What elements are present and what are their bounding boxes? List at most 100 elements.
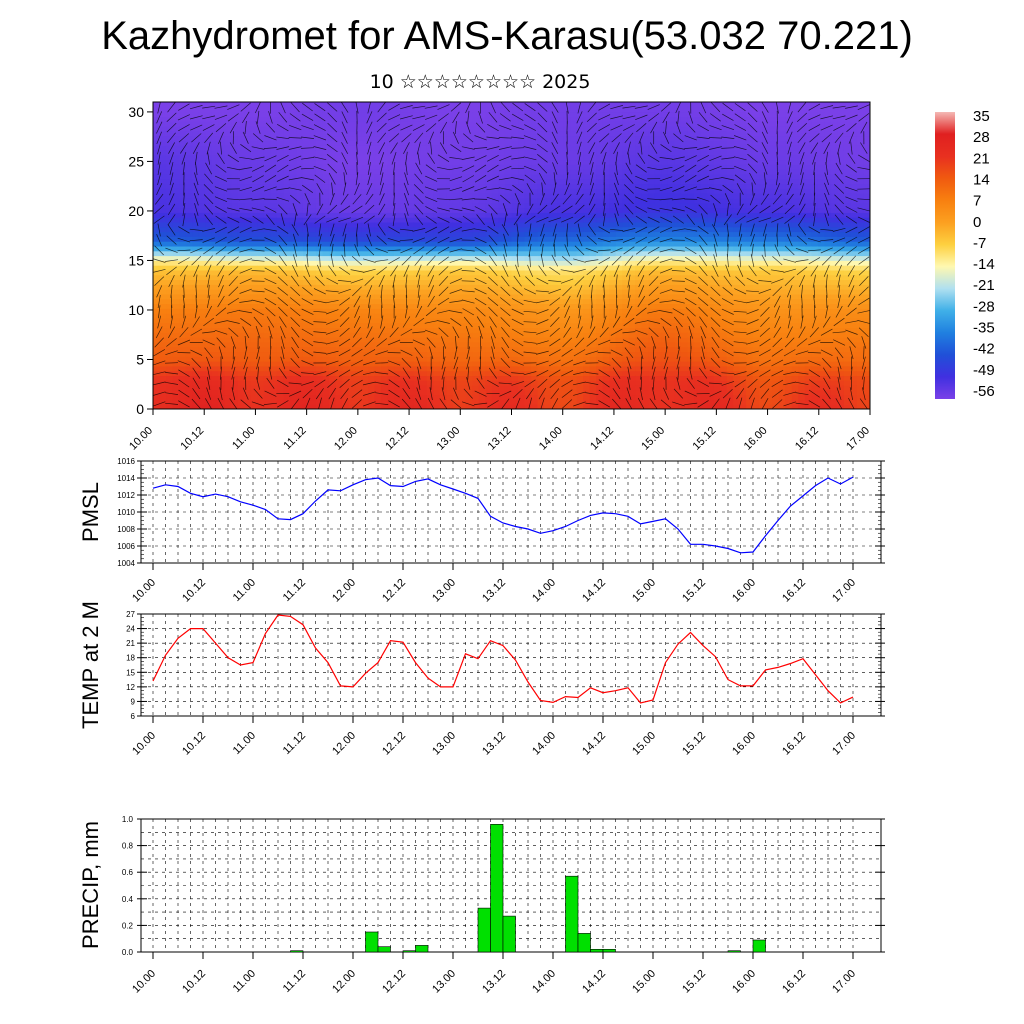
heatmap-cell bbox=[283, 154, 291, 161]
heatmap-cell bbox=[263, 111, 271, 117]
heatmap-cell bbox=[635, 217, 643, 223]
heatmap-cell bbox=[198, 279, 206, 285]
heatmap-cell bbox=[622, 375, 630, 381]
heatmap-cell bbox=[524, 322, 532, 329]
heatmap-cell bbox=[368, 279, 376, 285]
heatmap-cell bbox=[524, 346, 532, 353]
heatmap-cell bbox=[518, 188, 526, 194]
heatmap-cell bbox=[407, 173, 415, 180]
heatmap-cell bbox=[641, 375, 649, 381]
heatmap-cell bbox=[192, 188, 200, 194]
heatmap-cell bbox=[394, 212, 402, 218]
heatmap-cell bbox=[335, 164, 343, 170]
heatmap-cell bbox=[276, 241, 284, 247]
heatmap-cell bbox=[511, 313, 519, 319]
heatmap-cell bbox=[472, 284, 480, 290]
heatmap-cell bbox=[342, 255, 350, 261]
heatmap-cell bbox=[302, 207, 311, 213]
heatmap-cell bbox=[537, 245, 545, 252]
heatmap-cell bbox=[550, 380, 558, 386]
heatmap-cell bbox=[570, 116, 578, 122]
heatmap-cell bbox=[583, 313, 591, 319]
heatmap-cell bbox=[224, 149, 232, 156]
heatmap-cell bbox=[283, 337, 291, 343]
heatmap-cell bbox=[570, 365, 578, 372]
heatmap-cell bbox=[270, 135, 278, 141]
heatmap-cell bbox=[485, 313, 493, 319]
heatmap-cell bbox=[257, 197, 265, 204]
heatmap-cell bbox=[459, 212, 467, 218]
heatmap-cell bbox=[257, 173, 265, 180]
heatmap-cell bbox=[224, 380, 232, 386]
heatmap-cell bbox=[296, 212, 304, 218]
heatmap-cell bbox=[302, 250, 311, 257]
heatmap-cell bbox=[478, 255, 487, 261]
heatmap-cell bbox=[289, 121, 297, 127]
heatmap-cell bbox=[309, 231, 317, 237]
heatmap-cell bbox=[524, 284, 532, 290]
heatmap-cell bbox=[250, 245, 258, 252]
heatmap-cell bbox=[159, 255, 167, 261]
heatmap-cell bbox=[185, 236, 193, 242]
heatmap-cell bbox=[328, 293, 337, 300]
heatmap-cell bbox=[459, 245, 467, 252]
heatmap-cell bbox=[615, 317, 623, 324]
heatmap-cell bbox=[335, 341, 343, 348]
heatmap-cell bbox=[322, 145, 330, 151]
heatmap-cell bbox=[459, 298, 467, 305]
heatmap-cell bbox=[374, 361, 382, 367]
heatmap-cell bbox=[368, 197, 376, 204]
heatmap-cell bbox=[257, 202, 265, 209]
heatmap-cell bbox=[211, 241, 219, 247]
heatmap-cell bbox=[615, 212, 623, 218]
heatmap-cell bbox=[407, 130, 415, 137]
heatmap-cell bbox=[237, 130, 245, 137]
heatmap-cell bbox=[179, 317, 187, 324]
heatmap-cell bbox=[602, 322, 610, 329]
heatmap-cell bbox=[276, 332, 284, 338]
heatmap-cell bbox=[426, 236, 434, 242]
heatmap-cell bbox=[641, 217, 649, 223]
heatmap-cell bbox=[328, 346, 337, 353]
heatmap-cell bbox=[452, 154, 460, 161]
heatmap-cell bbox=[153, 389, 161, 396]
heatmap-cell bbox=[283, 303, 291, 309]
heatmap-cell bbox=[244, 197, 252, 204]
heatmap-cell bbox=[263, 135, 271, 141]
heatmap-cell bbox=[309, 130, 317, 137]
heatmap-cell bbox=[622, 389, 630, 396]
heatmap-cell bbox=[315, 265, 324, 271]
heatmap-cell bbox=[537, 279, 545, 285]
heatmap-cell bbox=[407, 164, 415, 170]
heatmap-cell bbox=[465, 245, 473, 252]
heatmap-cell bbox=[531, 380, 539, 386]
heatmap-cell bbox=[198, 289, 206, 295]
heatmap-cell bbox=[276, 313, 284, 319]
heatmap-cell bbox=[237, 121, 245, 127]
heatmap-cell bbox=[478, 303, 487, 309]
heatmap-cell bbox=[478, 106, 487, 113]
heatmap-cell bbox=[472, 145, 480, 151]
heatmap-cell bbox=[159, 385, 167, 391]
heatmap-cell bbox=[426, 322, 434, 329]
heatmap-cell bbox=[374, 274, 382, 281]
heatmap-cell bbox=[302, 269, 311, 276]
heatmap-cell bbox=[537, 370, 545, 377]
heatmap-cell bbox=[335, 207, 343, 213]
heatmap-cell bbox=[504, 140, 513, 146]
heatmap-cell bbox=[628, 178, 636, 185]
heatmap-cell bbox=[622, 361, 630, 367]
heatmap-cell bbox=[283, 221, 291, 228]
heatmap-cell bbox=[224, 327, 232, 333]
heatmap-cell bbox=[465, 217, 473, 223]
heatmap-cell bbox=[570, 341, 578, 348]
heatmap-cell bbox=[518, 274, 526, 281]
heatmap-cell bbox=[335, 269, 343, 276]
heatmap-cell bbox=[439, 159, 447, 165]
heatmap-cell bbox=[615, 308, 623, 314]
heatmap-cell bbox=[172, 370, 180, 377]
heatmap-cell bbox=[563, 375, 571, 381]
heatmap-cell bbox=[550, 202, 558, 209]
heatmap-cell bbox=[570, 111, 578, 117]
heatmap-cell bbox=[446, 389, 454, 396]
